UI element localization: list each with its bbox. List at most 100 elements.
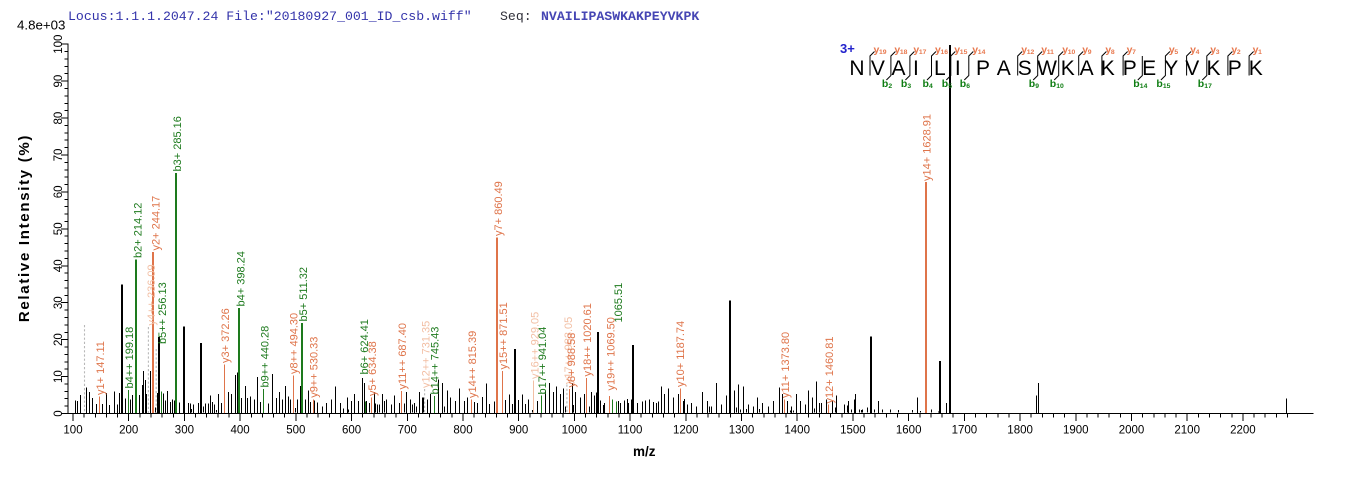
svg-text:700: 700 xyxy=(398,425,417,437)
svg-text:y4++ 236.09: y4++ 236.09 xyxy=(146,264,158,325)
svg-text:y: y xyxy=(1127,44,1133,56)
svg-text:19: 19 xyxy=(879,49,887,56)
svg-text:17: 17 xyxy=(919,49,927,56)
svg-text:y17++ 983.05: y17++ 983.05 xyxy=(563,317,575,384)
svg-text:1: 1 xyxy=(1258,49,1262,56)
svg-text:200: 200 xyxy=(119,425,138,437)
svg-text:A: A xyxy=(891,57,905,80)
svg-text:7: 7 xyxy=(1132,49,1136,56)
svg-text:y: y xyxy=(913,44,919,56)
svg-text:y3+ 372.26: y3+ 372.26 xyxy=(220,308,232,363)
svg-text:y: y xyxy=(1169,44,1175,56)
svg-text:Locus:1.1.1.2047.24 File:"2018: Locus:1.1.1.2047.24 File:"20180927_001_I… xyxy=(68,9,472,24)
svg-text:4: 4 xyxy=(1196,49,1200,56)
svg-text:70: 70 xyxy=(53,149,65,162)
svg-text:K: K xyxy=(1249,57,1263,80)
svg-text:2100: 2100 xyxy=(1174,425,1200,437)
svg-text:y12+ 1460.81: y12+ 1460.81 xyxy=(824,337,836,404)
svg-text:2: 2 xyxy=(1237,49,1241,56)
svg-text:y: y xyxy=(1190,44,1196,56)
svg-text:20: 20 xyxy=(53,333,65,346)
svg-text:b14++ 745.43: b14++ 745.43 xyxy=(430,327,442,395)
svg-text:W: W xyxy=(1037,57,1057,80)
svg-text:b5+ 511.32: b5+ 511.32 xyxy=(298,267,310,322)
svg-text:b: b xyxy=(923,78,929,90)
svg-text:K: K xyxy=(1061,57,1075,80)
svg-text:2200: 2200 xyxy=(1230,425,1256,437)
svg-text:90: 90 xyxy=(53,75,65,88)
svg-text:y9++ 530.33: y9++ 530.33 xyxy=(309,337,321,398)
svg-text:b4++ 199.18: b4++ 199.18 xyxy=(124,327,136,389)
svg-text:18: 18 xyxy=(900,49,908,56)
svg-text:9: 9 xyxy=(1035,83,1039,90)
svg-text:b: b xyxy=(882,78,888,90)
svg-text:800: 800 xyxy=(453,425,472,437)
svg-text:I: I xyxy=(913,57,919,80)
svg-text:400: 400 xyxy=(231,425,250,437)
svg-text:b: b xyxy=(1198,78,1204,90)
svg-text:y14+ 1628.91: y14+ 1628.91 xyxy=(922,114,934,181)
svg-text:3: 3 xyxy=(907,83,911,90)
svg-text:y7+ 860.49: y7+ 860.49 xyxy=(493,181,505,236)
svg-text:y11++ 687.40: y11++ 687.40 xyxy=(397,323,409,389)
svg-text:y: y xyxy=(894,44,900,56)
svg-text:y1+ 147.11: y1+ 147.11 xyxy=(95,341,107,395)
svg-text:b2+ 214.12: b2+ 214.12 xyxy=(132,203,144,258)
svg-text:y14++ 815.39: y14++ 815.39 xyxy=(467,331,479,398)
svg-text:1400: 1400 xyxy=(784,425,810,437)
svg-text:1800: 1800 xyxy=(1007,425,1033,437)
svg-text:b: b xyxy=(1156,78,1162,90)
svg-text:17: 17 xyxy=(1204,83,1212,90)
svg-text:16: 16 xyxy=(941,49,949,56)
svg-text:5: 5 xyxy=(948,83,952,90)
svg-text:b: b xyxy=(942,78,948,90)
svg-text:1600: 1600 xyxy=(896,425,922,437)
svg-text:y: y xyxy=(1231,44,1237,56)
svg-text:P: P xyxy=(976,57,990,80)
svg-text:40: 40 xyxy=(53,259,65,272)
svg-text:y5+ 634.38: y5+ 634.38 xyxy=(367,341,379,396)
svg-text:y: y xyxy=(1105,44,1111,56)
svg-text:1900: 1900 xyxy=(1063,425,1089,437)
svg-text:P: P xyxy=(1228,57,1242,80)
svg-text:4.8e+03: 4.8e+03 xyxy=(17,18,65,33)
svg-text:8: 8 xyxy=(1111,49,1115,56)
svg-text:b: b xyxy=(1133,78,1139,90)
svg-text:9: 9 xyxy=(1088,49,1092,56)
svg-text:4: 4 xyxy=(929,83,933,90)
svg-text:y8++ 494.30: y8++ 494.30 xyxy=(289,313,301,374)
svg-text:100: 100 xyxy=(53,35,65,54)
svg-text:A: A xyxy=(1080,57,1094,80)
svg-text:80: 80 xyxy=(53,112,65,125)
svg-text:y: y xyxy=(1253,44,1259,56)
svg-text:11: 11 xyxy=(1047,49,1054,56)
svg-text:3: 3 xyxy=(1216,49,1220,56)
svg-text:V: V xyxy=(871,57,885,80)
svg-text:I: I xyxy=(955,57,961,80)
svg-text:V: V xyxy=(1185,57,1199,80)
svg-text:b: b xyxy=(901,78,907,90)
svg-text:5: 5 xyxy=(1174,49,1178,56)
svg-text:1300: 1300 xyxy=(729,425,755,437)
svg-text:60: 60 xyxy=(53,186,65,199)
svg-text:y: y xyxy=(972,44,978,56)
svg-text:y19++ 1069.50: y19++ 1069.50 xyxy=(605,317,617,390)
svg-text:y15++ 871.51: y15++ 871.51 xyxy=(498,302,510,369)
svg-text:S: S xyxy=(1018,57,1032,80)
svg-text:L: L xyxy=(934,57,946,80)
svg-text:b9++ 440.28: b9++ 440.28 xyxy=(259,326,271,388)
svg-text:10: 10 xyxy=(53,370,65,383)
svg-text:Seq:: Seq: xyxy=(500,9,532,24)
svg-text:K: K xyxy=(1206,57,1220,80)
svg-text:y: y xyxy=(1062,44,1068,56)
svg-text:b: b xyxy=(1050,78,1056,90)
svg-text:30: 30 xyxy=(53,296,65,309)
svg-text:300: 300 xyxy=(175,425,194,437)
svg-text:Y: Y xyxy=(1164,57,1178,80)
svg-text:0: 0 xyxy=(53,410,65,416)
svg-text:14: 14 xyxy=(1140,83,1148,90)
svg-text:b: b xyxy=(1029,78,1035,90)
svg-text:m/z: m/z xyxy=(633,444,656,459)
svg-text:1500: 1500 xyxy=(840,425,866,437)
svg-text:y: y xyxy=(874,44,880,56)
